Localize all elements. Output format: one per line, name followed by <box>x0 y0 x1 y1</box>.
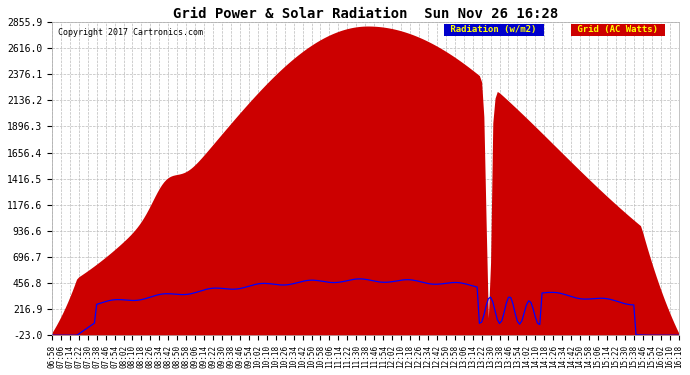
Text: Grid (AC Watts): Grid (AC Watts) <box>572 25 663 34</box>
Title: Grid Power & Solar Radiation  Sun Nov 26 16:28: Grid Power & Solar Radiation Sun Nov 26 … <box>172 7 558 21</box>
Text: Copyright 2017 Cartronics.com: Copyright 2017 Cartronics.com <box>58 28 203 38</box>
Text: Radiation (w/m2): Radiation (w/m2) <box>446 25 542 34</box>
